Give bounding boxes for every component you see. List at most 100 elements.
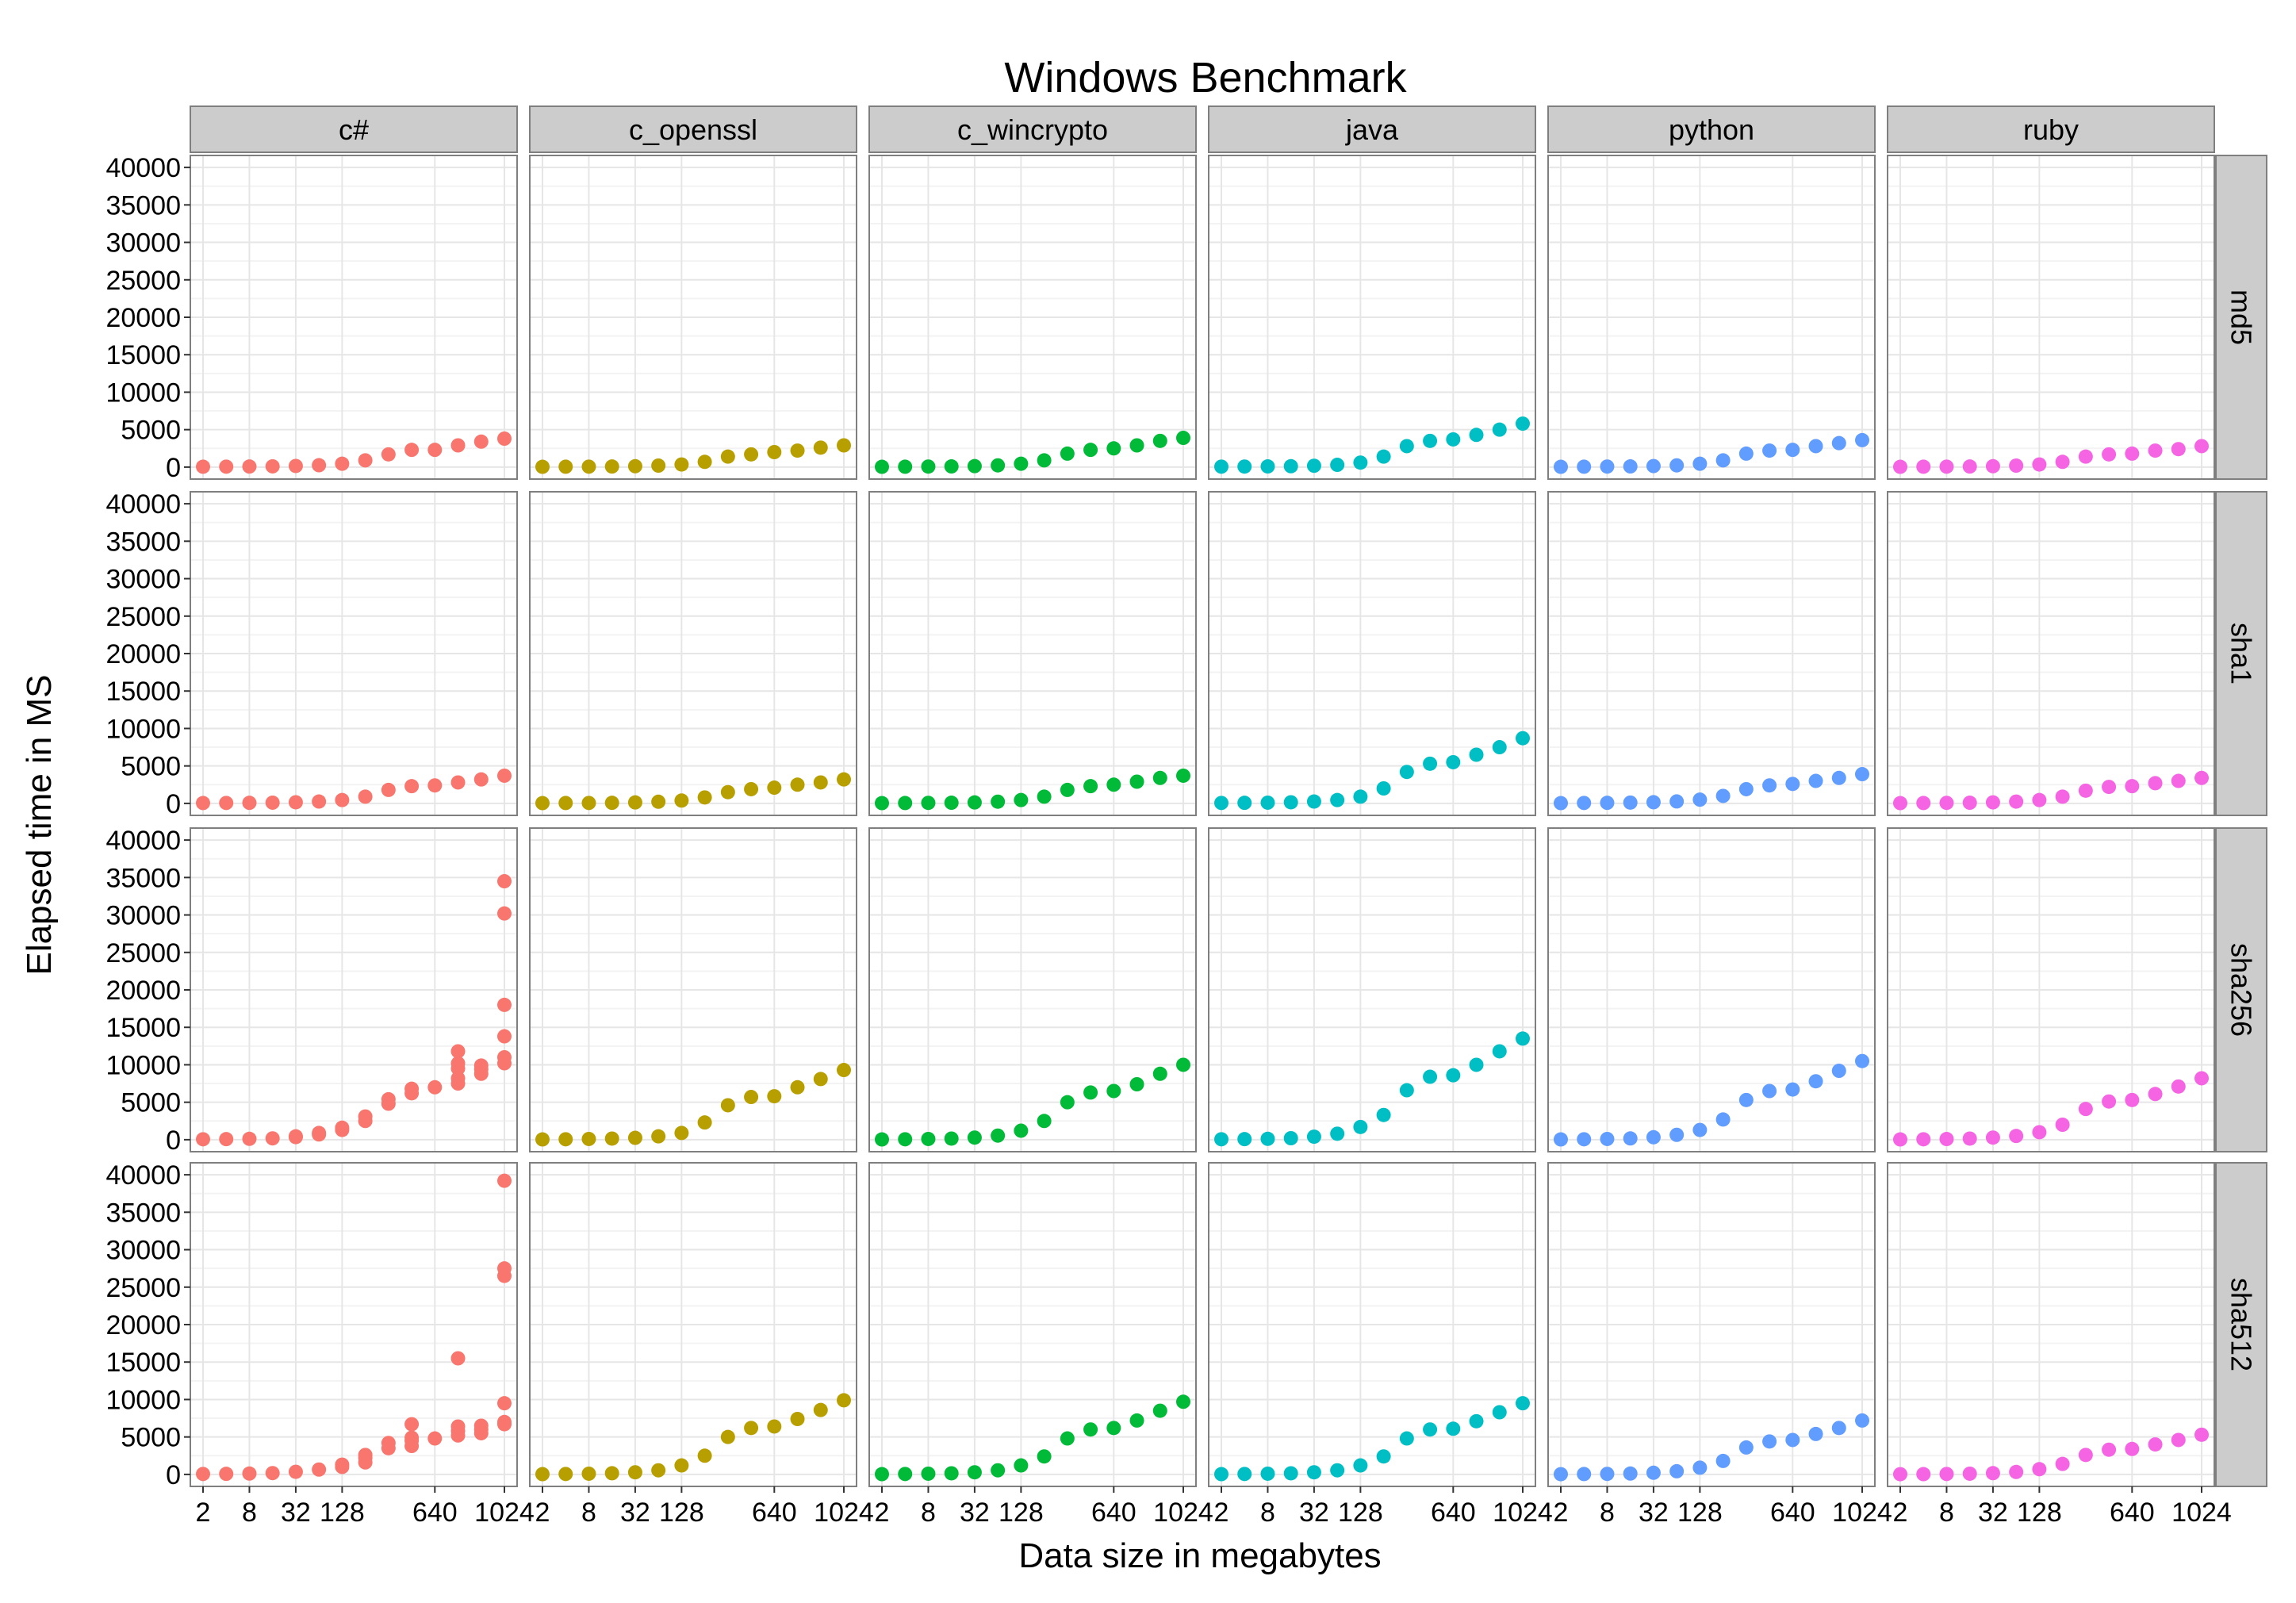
point-sha1-c_wincrypto [967,795,982,810]
point-md5-c_wincrypto [875,459,889,474]
point-sha256-python [1692,1122,1708,1137]
point-sha256-c_wincrypto [1083,1085,1098,1100]
point-sha256-c_openssl [720,1098,735,1113]
point-sha1-java [1214,796,1228,811]
point-md5-ruby [2078,449,2093,464]
point-sha512-java [1306,1465,1321,1480]
point-md5-c# [196,459,210,474]
point-sha1-python [1738,781,1754,796]
point-sha512-python [1669,1463,1685,1478]
y-tick-label: 5000 [121,1423,181,1453]
point-sha512-c_wincrypto [1152,1403,1167,1418]
facet-strip-c_wincrypto [868,105,1197,153]
point-sha1-c_wincrypto [898,796,913,811]
y-tick-label: 5000 [121,752,181,782]
point-sha256-python [1831,1064,1846,1078]
point-sha256-c_wincrypto [1106,1083,1121,1099]
point-md5-c_openssl [604,459,619,474]
point-sha1-python [1692,792,1708,807]
point-md5-c# [312,458,327,473]
panel-border [1547,827,1876,1152]
point-sha1-java [1516,731,1530,746]
point-sha1-c# [219,796,234,811]
point-sha512-python [1715,1453,1731,1468]
point-sha1-python [1577,796,1592,811]
point-sha512-ruby [1962,1466,1977,1481]
panel-border [868,1162,1197,1487]
point-md5-c_wincrypto [991,458,1006,473]
point-sha256-python [1623,1131,1638,1146]
point-md5-ruby [2148,443,2163,458]
point-md5-c_openssl [744,447,759,462]
point-sha256-c# [404,1081,420,1096]
panel-border [529,1162,857,1487]
point-sha512-c# [450,1419,466,1434]
point-md5-c# [242,459,257,474]
point-sha512-c# [404,1417,420,1432]
point-sha512-c_wincrypto [1014,1458,1029,1473]
point-sha256-c_wincrypto [1152,1066,1167,1081]
point-sha512-ruby [2148,1437,2163,1452]
point-sha256-c# [196,1132,210,1147]
x-tick-label: 8 [1939,1498,1954,1528]
point-sha256-c_openssl [837,1063,851,1078]
point-sha1-c# [242,796,257,811]
y-tick-label: 15000 [105,1013,181,1043]
point-sha256-python [1738,1092,1754,1107]
point-sha512-c_wincrypto [898,1467,913,1482]
point-sha256-c# [242,1131,257,1146]
x-tick-label: 8 [1260,1498,1275,1528]
point-sha512-ruby [1985,1466,2000,1481]
y-tick-label: 35000 [105,527,181,557]
point-sha512-c# [473,1418,489,1433]
panel-border [1208,155,1536,480]
point-sha1-ruby [2032,792,2047,807]
facet-strip-python [1547,105,1876,153]
point-md5-ruby [1916,459,1931,474]
x-tick-label: 32 [281,1498,311,1528]
point-sha256-c_wincrypto [875,1132,889,1147]
x-tick-label: 2 [1554,1498,1569,1528]
x-tick-label: 640 [752,1498,797,1528]
point-sha1-ruby [2171,773,2186,788]
point-sha1-java [1376,781,1391,796]
point-sha1-ruby [2078,783,2093,798]
point-sha1-c_wincrypto [1176,768,1190,783]
y-tick-label: 25000 [105,938,181,968]
point-sha256-ruby [2032,1125,2047,1140]
point-sha512-ruby [1893,1467,1907,1482]
point-md5-c_wincrypto [1083,443,1098,458]
point-md5-python [1692,456,1708,471]
point-sha512-c_openssl [604,1466,619,1481]
point-sha512-c# [219,1467,234,1482]
point-sha512-c# [288,1464,303,1479]
x-axis-title: Data size in megabytes [1018,1536,1381,1575]
y-axis-title: Elapsed time in MS [20,674,59,975]
point-sha256-c# [288,1129,303,1144]
point-sha256-c_wincrypto [1014,1123,1029,1138]
point-sha1-c# [404,779,420,794]
y-tick-label: 35000 [105,1198,181,1228]
point-md5-c_openssl [627,458,642,474]
point-sha1-c_wincrypto [1106,777,1121,792]
panel-border [1547,155,1876,480]
point-md5-c# [358,453,373,468]
y-tick-label: 5000 [121,1088,181,1118]
point-sha512-c# [427,1431,443,1446]
y-tick-label: 0 [166,789,181,819]
point-sha512-java [1399,1431,1414,1446]
point-sha1-ruby [2194,770,2209,785]
y-tick-label: 10000 [105,714,181,744]
point-md5-java [1492,422,1507,437]
point-sha1-python [1808,773,1823,788]
point-sha512-c# [404,1430,420,1445]
point-sha1-c_openssl [674,793,689,808]
point-sha512-c# [265,1466,280,1481]
facet-strip-c_openssl [529,105,857,153]
point-sha256-java [1330,1126,1345,1141]
point-sha256-ruby [1893,1132,1907,1147]
point-sha256-c_openssl [651,1129,666,1144]
y-tick-label: 10000 [105,1050,181,1080]
x-tick-label: 8 [581,1498,596,1528]
x-tick-label: 8 [921,1498,936,1528]
